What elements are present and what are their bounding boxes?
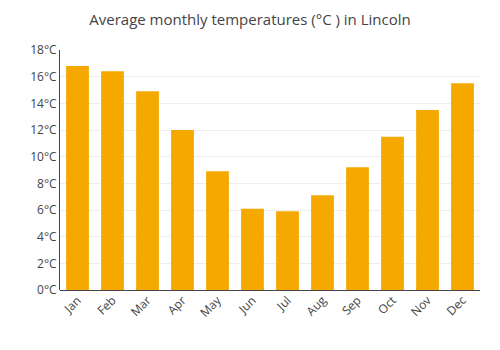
- svg-text:12°C: 12°C: [30, 121, 57, 138]
- svg-text:Average monthly temperatures (: Average monthly temperatures (°C ) in Li…: [89, 9, 410, 29]
- svg-text:Feb: Feb: [93, 292, 119, 318]
- svg-text:4°C: 4°C: [37, 228, 57, 245]
- svg-text:Apr: Apr: [164, 292, 190, 318]
- svg-text:0°C: 0°C: [37, 281, 57, 298]
- svg-text:6°C: 6°C: [37, 201, 57, 218]
- svg-text:10°C: 10°C: [30, 148, 57, 165]
- svg-text:Sep: Sep: [338, 292, 365, 319]
- svg-text:Oct: Oct: [374, 292, 400, 318]
- svg-text:18°C: 18°C: [30, 41, 57, 58]
- svg-text:8°C: 8°C: [37, 175, 57, 192]
- svg-text:Jul: Jul: [272, 292, 294, 314]
- svg-text:May: May: [196, 291, 225, 320]
- svg-text:Mar: Mar: [127, 292, 155, 320]
- svg-text:Jun: Jun: [234, 292, 259, 317]
- svg-text:16°C: 16°C: [30, 68, 57, 85]
- svg-text:Dec: Dec: [443, 292, 470, 319]
- svg-text:2°C: 2°C: [37, 255, 57, 272]
- svg-text:Aug: Aug: [302, 292, 330, 320]
- svg-text:14°C: 14°C: [30, 95, 57, 112]
- svg-text:Jan: Jan: [60, 292, 85, 317]
- svg-text:Nov: Nov: [407, 292, 435, 320]
